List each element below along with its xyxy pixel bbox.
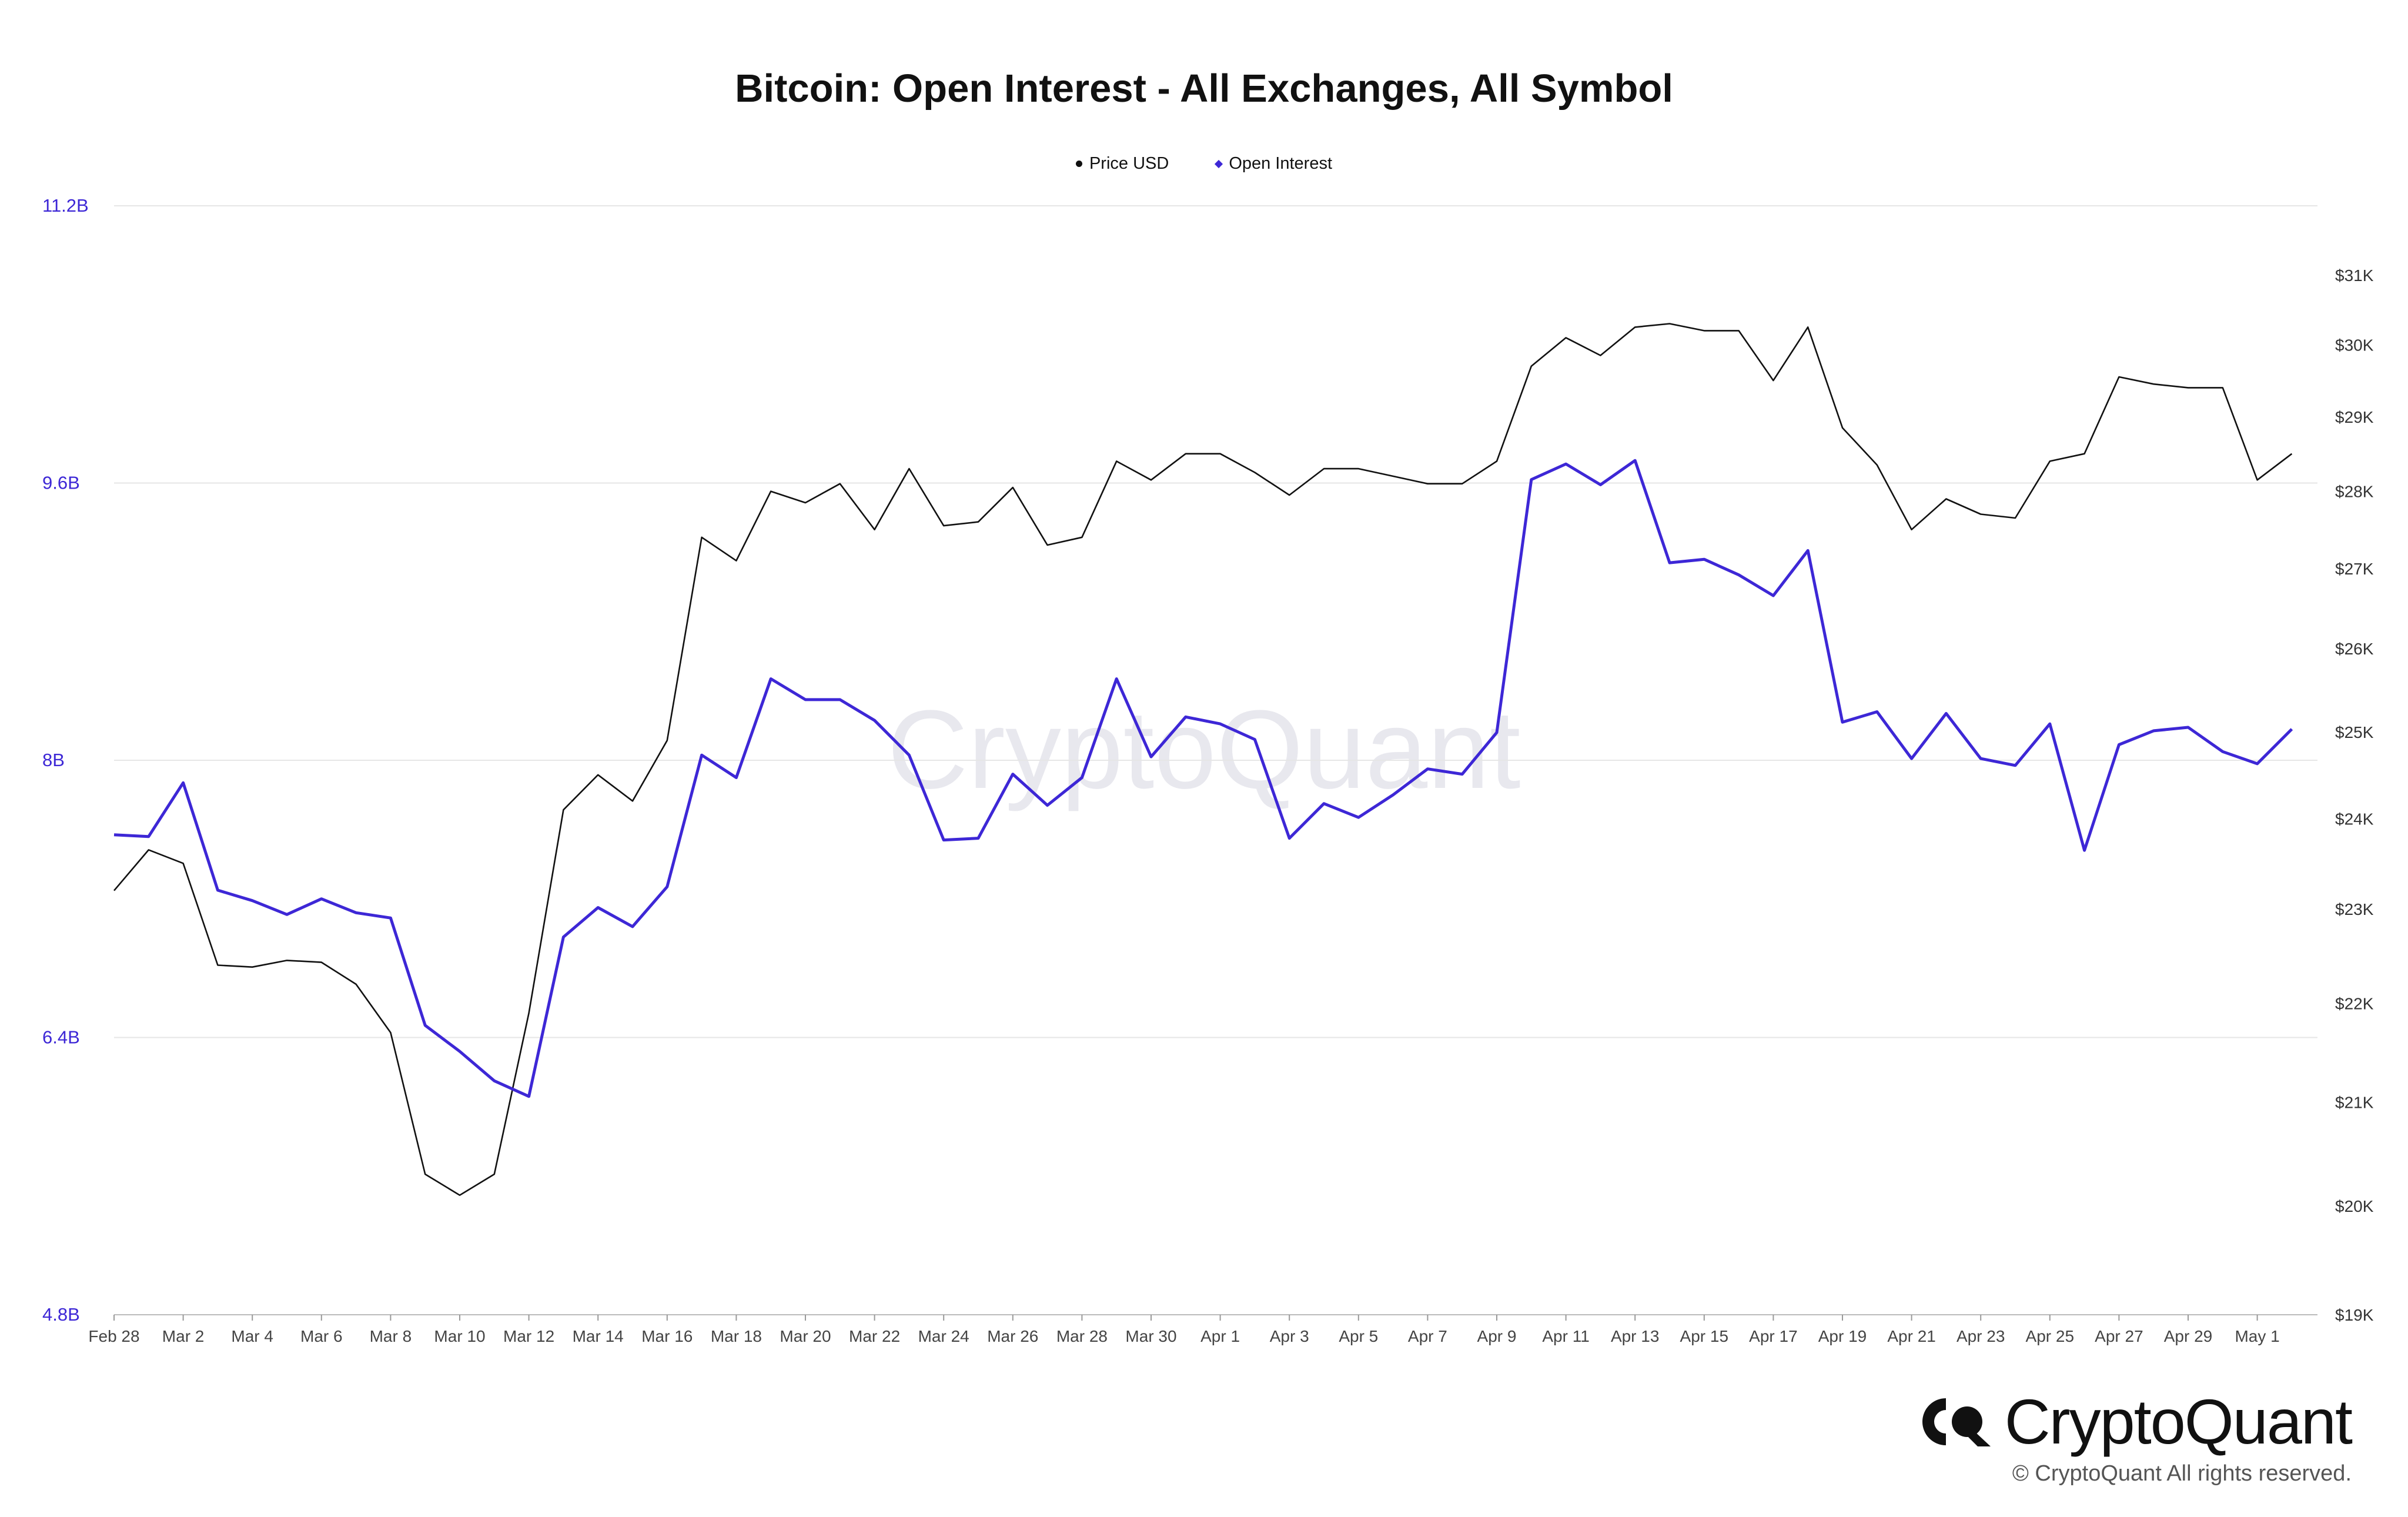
x-tick-label: Apr 9 — [1477, 1327, 1517, 1345]
x-tick-label: Mar 10 — [434, 1327, 485, 1345]
x-tick-label: Mar 18 — [711, 1327, 762, 1345]
y-left-tick-label: 6.4B — [42, 1027, 80, 1048]
x-tick-label: Apr 25 — [2026, 1327, 2075, 1345]
grid-lines — [114, 205, 2317, 1315]
y-right-tick-label: $26K — [2335, 640, 2374, 658]
x-tick-label: Apr 11 — [1542, 1327, 1589, 1345]
watermark-text: CryptoQuant — [887, 687, 1520, 812]
legend: Price USD Open Interest — [0, 154, 2408, 173]
x-tick-label: Mar 14 — [573, 1327, 624, 1345]
y-right-tick-label: $22K — [2335, 995, 2374, 1013]
x-tick-label: Feb 28 — [88, 1327, 139, 1345]
x-tick-label: Mar 2 — [162, 1327, 205, 1345]
x-tick-label: Apr 21 — [1887, 1327, 1936, 1345]
brand-logo: CryptoQuant — [1921, 1385, 2353, 1458]
x-tick-label: May 1 — [2235, 1327, 2279, 1345]
x-axis: Feb 28 Mar 2 Mar 4 Mar 6 Mar 8 Mar 10 Mar 12 Ma… — [88, 1315, 2280, 1345]
x-tick-label: Apr 17 — [1749, 1327, 1798, 1345]
y-left-tick-label: 11.2B — [42, 195, 89, 216]
cryptoquant-logo-icon — [1922, 1398, 1991, 1446]
brand-name: CryptoQuant — [2004, 1386, 2353, 1457]
x-tick-label: Apr 27 — [2095, 1327, 2143, 1345]
y-left-tick-label: 8B — [42, 750, 65, 770]
x-tick-label: Apr 5 — [1339, 1327, 1378, 1345]
y-right-tick-label: $19K — [2335, 1306, 2374, 1324]
x-tick-label: Apr 3 — [1270, 1327, 1309, 1345]
x-tick-label: Mar 24 — [918, 1327, 969, 1345]
series-lines — [113, 323, 2293, 1196]
x-tick-label: Mar 28 — [1056, 1327, 1108, 1345]
y-right-tick-label: $23K — [2335, 900, 2374, 918]
x-tick-label: Mar 30 — [1125, 1327, 1176, 1345]
x-tick-label: Mar 4 — [231, 1327, 273, 1345]
x-tick-label: Apr 29 — [2164, 1327, 2213, 1345]
legend-dot-icon — [1075, 161, 1082, 167]
x-tick-label: Mar 8 — [370, 1327, 412, 1345]
x-tick-label: Mar 6 — [300, 1327, 343, 1345]
y-left-tick-label: 4.8B — [42, 1304, 80, 1325]
x-tick-label: Apr 15 — [1680, 1327, 1729, 1345]
y-right-tick-label: $27K — [2335, 560, 2374, 578]
y-right-tick-label: $20K — [2335, 1197, 2374, 1215]
y-right-tick-label: $28K — [2335, 483, 2374, 501]
legend-label-price: Price USD — [1089, 154, 1169, 173]
y-right-tick-label: $30K — [2335, 336, 2374, 354]
chart-title: Bitcoin: Open Interest - All Exchanges, … — [735, 66, 1673, 111]
x-tick-label: Apr 7 — [1408, 1327, 1447, 1345]
copyright-text: © CryptoQuant All rights reserved. — [2012, 1461, 2352, 1486]
series-line-price-usd — [113, 323, 2293, 1196]
x-tick-label: Mar 22 — [849, 1327, 900, 1345]
y-right-tick-label: $25K — [2335, 723, 2374, 741]
y-right-tick-label: $29K — [2335, 408, 2374, 426]
legend-item-price[interactable]: Price USD — [1075, 154, 1169, 173]
x-tick-label: Apr 1 — [1200, 1327, 1240, 1345]
x-tick-label: Apr 23 — [1956, 1327, 2005, 1345]
y-right-tick-label: $21K — [2335, 1094, 2374, 1112]
y-left-tick-label: 9.6B — [42, 473, 80, 493]
x-tick-label: Mar 20 — [780, 1327, 831, 1345]
x-tick-label: Apr 19 — [1818, 1327, 1867, 1345]
y-right-tick-label: $24K — [2335, 810, 2374, 828]
y-axis-right: $19K $20K $21K $22K $23K $24K $25K $26K $27K $28K… — [2335, 266, 2374, 1324]
legend-label-open-interest: Open Interest — [1229, 154, 1333, 173]
y-axis-left: 4.8B 6.4B 8B 9.6B 11.2B — [42, 195, 89, 1325]
series-line-open-interest — [113, 459, 2293, 1098]
legend-item-open-interest[interactable]: Open Interest — [1215, 154, 1333, 173]
x-tick-label: Apr 13 — [1611, 1327, 1660, 1345]
x-tick-label: Mar 26 — [987, 1327, 1038, 1345]
y-right-tick-label: $31K — [2335, 266, 2374, 285]
x-tick-label: Mar 16 — [641, 1327, 693, 1345]
x-tick-label: Mar 12 — [503, 1327, 554, 1345]
